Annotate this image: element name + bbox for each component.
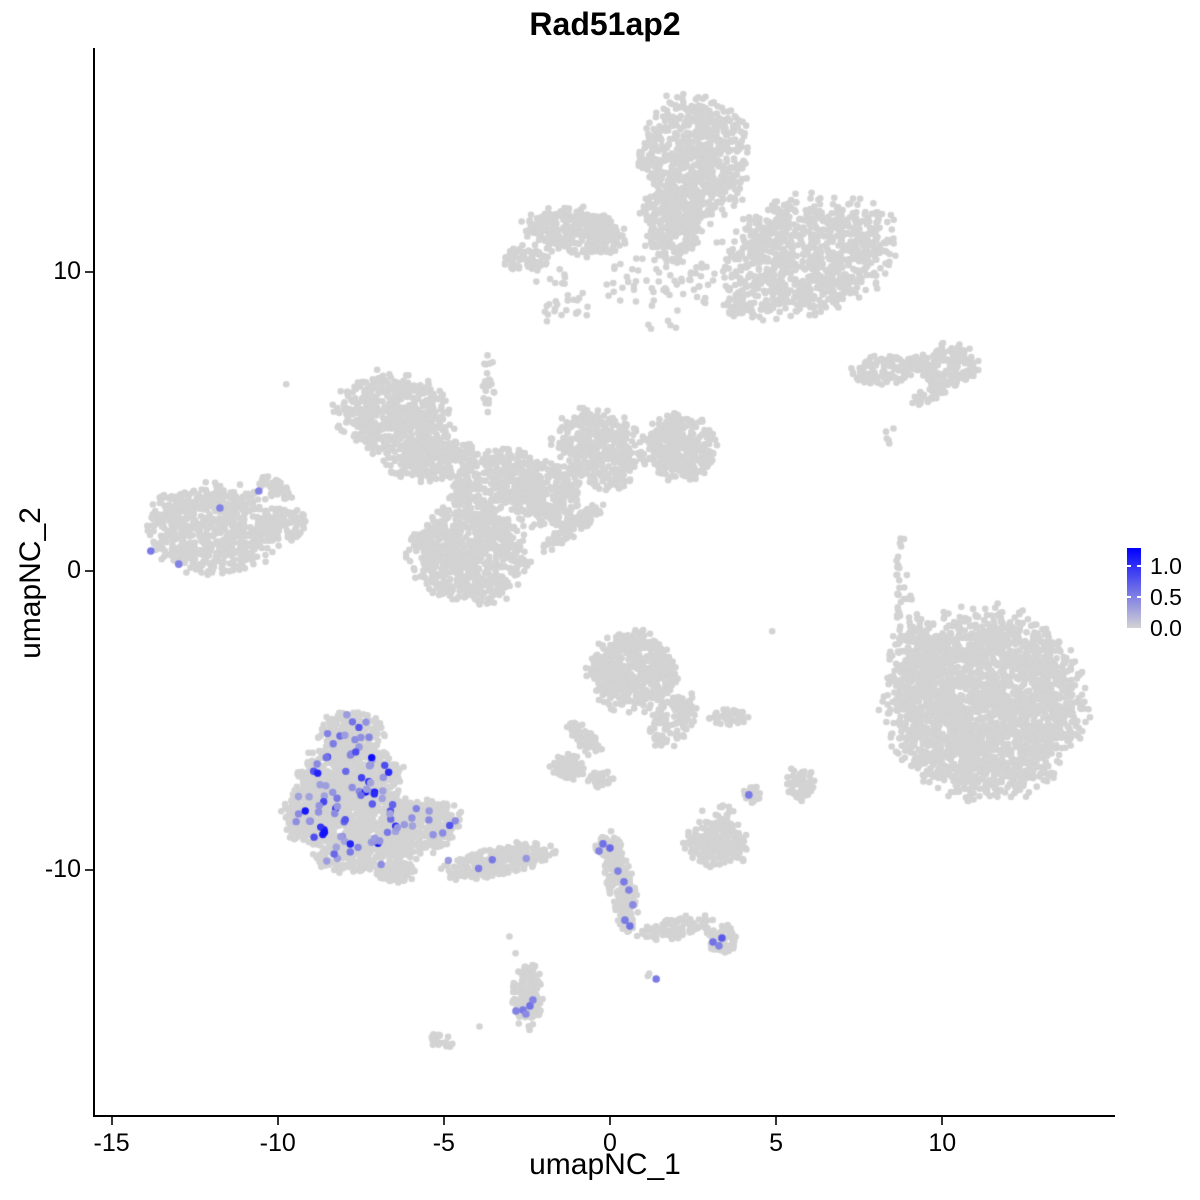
legend-tick-label: 0.0 <box>1150 615 1182 641</box>
y-tick-mark <box>85 570 93 573</box>
y-tick-label: 10 <box>53 257 81 286</box>
x-tick-mark <box>608 1117 611 1125</box>
x-axis-title: umapNC_1 <box>529 1148 681 1181</box>
colorbar-tick-notch <box>1137 565 1141 568</box>
legend-tick-label: 0.5 <box>1150 584 1182 611</box>
x-tick-mark <box>276 1117 279 1125</box>
y-tick-label: -10 <box>44 854 81 883</box>
colorbar-gradient <box>1127 548 1141 628</box>
y-axis-line <box>93 48 95 1117</box>
x-tick-label: 0 <box>603 1129 617 1157</box>
y-tick-mark <box>85 271 93 274</box>
y-tick-label: 0 <box>67 556 81 585</box>
x-tick-mark <box>442 1117 445 1125</box>
plot-panel <box>95 48 1115 1115</box>
x-axis-line <box>93 1115 1115 1117</box>
x-tick-mark <box>941 1117 944 1125</box>
x-tick-label: -15 <box>93 1129 130 1157</box>
y-axis-title: umapNC_2 <box>14 507 47 659</box>
x-tick-label: 5 <box>769 1129 784 1157</box>
x-tick-label: -5 <box>432 1129 455 1157</box>
x-tick-label: -10 <box>259 1129 296 1157</box>
y-tick-mark <box>85 868 93 871</box>
colorbar-legend: 1.0 0.5 0.0 <box>1120 540 1200 640</box>
x-tick-mark <box>775 1117 778 1125</box>
colorbar-tick-notch <box>1127 565 1131 568</box>
scatter-points-canvas <box>95 48 1115 1115</box>
colorbar-tick-notch <box>1137 596 1141 599</box>
x-tick-mark <box>110 1117 113 1125</box>
x-tick-label: 10 <box>928 1129 957 1157</box>
legend-tick-label: 1.0 <box>1150 553 1182 580</box>
colorbar-tick-notch <box>1127 596 1131 599</box>
plot-title: Rad51ap2 <box>529 6 681 42</box>
